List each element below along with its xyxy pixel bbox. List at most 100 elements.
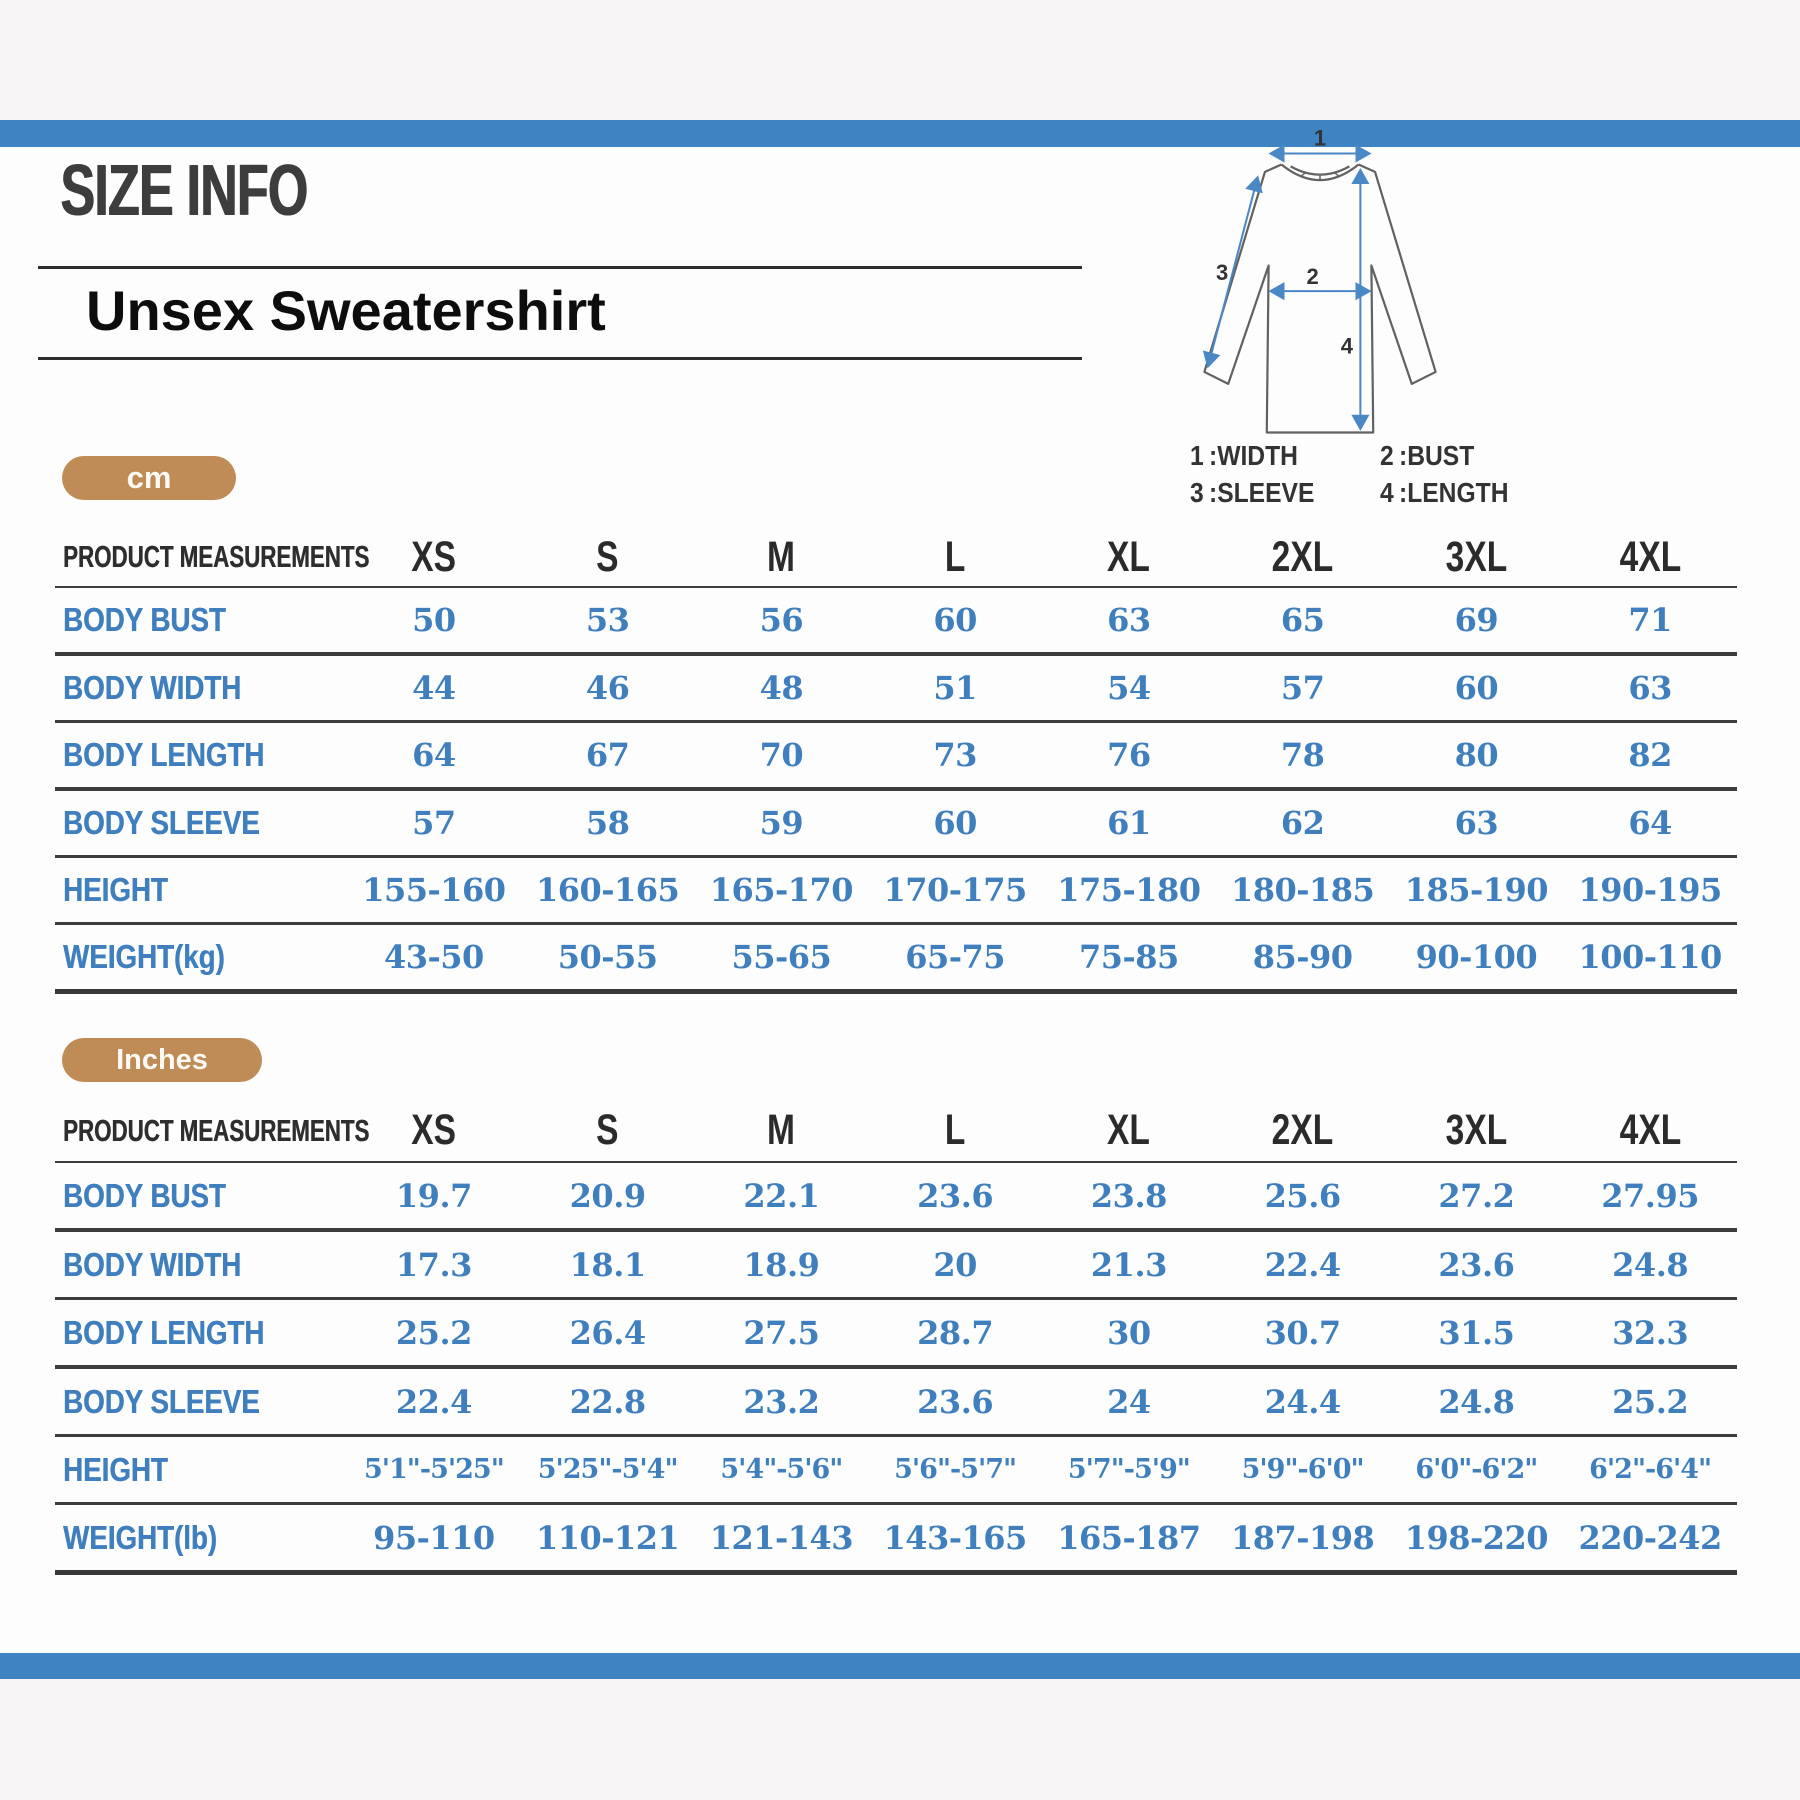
cell-value: 30.7 <box>1264 1313 1341 1352</box>
cell-value: 220-242 <box>1578 1518 1722 1557</box>
table-row: WEIGHT(kg) 43-50 50-55 55-65 65-75 75-85 85-90… <box>55 925 1737 994</box>
size-label: S <box>596 1106 619 1154</box>
size-label: XS <box>411 1106 457 1154</box>
product-name: Unsex Sweatershirt <box>86 279 606 342</box>
cell-value: 100-110 <box>1578 938 1722 976</box>
unit-badge-inches: Inches <box>62 1038 262 1082</box>
cell-value: 73 <box>933 736 977 774</box>
row-label-text: BODY LENGTH <box>63 1313 265 1351</box>
size-column-header: L <box>868 1106 1042 1155</box>
size-table-cm: PRODUCT MEASUREMENTS XS S M L XL 2XL 3XL 4XL BODY… <box>55 528 1737 994</box>
size-column-header: M <box>695 1106 869 1155</box>
cell-value: 54 <box>1107 669 1151 707</box>
cell-value: 24.4 <box>1264 1382 1341 1421</box>
cell-value: 24 <box>1107 1382 1151 1421</box>
bottom-accent-bar <box>0 1653 1800 1679</box>
cell-value: 155-160 <box>362 871 506 909</box>
cell-value: 121-143 <box>709 1518 854 1557</box>
cell-value: 180-185 <box>1230 871 1375 909</box>
size-column-header: XS <box>347 1106 521 1155</box>
table-row: BODY BUST 50 53 56 60 63 65 69 71 <box>55 588 1737 656</box>
cell-value: 53 <box>585 601 630 639</box>
cell-value: 20.9 <box>569 1176 646 1215</box>
cell-value: 75-85 <box>1078 938 1179 976</box>
marker-sleeve: 3 <box>1216 260 1228 285</box>
table-row: BODY WIDTH 17.3 18.1 18.9 20 21.3 22.4 23.6 24.8 <box>55 1232 1737 1300</box>
top-accent-bar <box>0 120 1800 147</box>
sweatshirt-outline <box>1203 163 1437 434</box>
row-label-text: BODY SLEEVE <box>63 1382 260 1420</box>
cell-value: 17.3 <box>395 1245 472 1284</box>
cell-value: 82 <box>1628 736 1672 774</box>
cell-value: 60 <box>933 601 977 639</box>
cell-value: 170-175 <box>883 871 1027 909</box>
row-label-cell: WEIGHT(lb) <box>55 1519 347 1557</box>
legend-item-width: 1:WIDTH <box>1190 440 1357 472</box>
cell-value: 80 <box>1454 736 1499 774</box>
size-label: M <box>767 532 796 581</box>
row-label-text: BODY WIDTH <box>63 1245 242 1283</box>
cell-value: 23.6 <box>917 1176 994 1215</box>
cell-value: 5'25"-5'4" <box>537 1454 679 1485</box>
cell-value: 30 <box>1107 1313 1151 1352</box>
product-name-block: Unsex Sweatershirt <box>38 266 1082 360</box>
cell-value: 69 <box>1454 601 1499 639</box>
legend-item-length: 4:LENGTH <box>1380 477 1508 509</box>
cell-value: 110-121 <box>535 1518 680 1557</box>
table-row: BODY WIDTH 44 46 48 51 54 57 60 63 <box>55 656 1737 723</box>
cell-value: 43-50 <box>383 938 484 976</box>
cell-value: 28.7 <box>917 1313 994 1352</box>
cell-value: 25.6 <box>1264 1176 1341 1215</box>
row-label-cell: BODY LENGTH <box>55 736 347 774</box>
cell-value: 5'1"-5'25" <box>363 1454 505 1485</box>
cell-value: 57 <box>412 804 456 842</box>
cell-value: 76 <box>1107 736 1151 774</box>
size-label: 3XL <box>1445 532 1508 581</box>
size-column-header: L <box>868 533 1042 582</box>
table-row: WEIGHT(lb) 95-110 110-121 121-143 143-165 165… <box>55 1505 1737 1575</box>
cell-value: 143-165 <box>883 1518 1027 1557</box>
cell-value: 60 <box>1454 669 1499 707</box>
cell-value: 56 <box>759 601 804 639</box>
size-label: L <box>944 1106 966 1154</box>
cell-value: 63 <box>1628 669 1672 707</box>
table-row: BODY LENGTH 25.2 26.4 27.5 28.7 30 30.7 31.5 32.… <box>55 1300 1737 1369</box>
cell-value: 190-195 <box>1578 871 1722 909</box>
size-label: 3XL <box>1445 1106 1508 1154</box>
cell-value: 5'6"-5'7" <box>894 1454 1017 1485</box>
cell-value: 23.8 <box>1090 1176 1167 1215</box>
marker-width: 1 <box>1314 126 1326 150</box>
legend-num: 3 <box>1190 477 1204 508</box>
cell-value: 175-180 <box>1057 871 1201 909</box>
size-table-header-row: PRODUCT MEASUREMENTS XS S M L XL 2XL 3XL 4XL <box>55 1100 1737 1163</box>
table-row: BODY BUST 19.7 20.9 22.1 23.6 23.8 25.6 27.2 27.… <box>55 1163 1737 1232</box>
row-label-cell: BODY BUST <box>55 601 347 639</box>
measurements-header-cell: PRODUCT MEASUREMENTS <box>55 539 369 575</box>
row-label-text: BODY WIDTH <box>63 669 242 706</box>
size-column-header: 3XL <box>1390 1106 1564 1155</box>
cell-value: 21.3 <box>1090 1245 1167 1284</box>
cell-value: 22.1 <box>743 1176 820 1215</box>
legend-num: 4 <box>1380 477 1394 508</box>
cell-value: 71 <box>1628 601 1672 639</box>
size-column-header: 2XL <box>1216 533 1390 582</box>
cell-value: 27.95 <box>1601 1176 1699 1215</box>
legend-item-sleeve: 3:SLEEVE <box>1190 477 1357 509</box>
cell-value: 6'0"-6'2" <box>1415 1454 1538 1485</box>
cell-value: 25.2 <box>1612 1382 1689 1421</box>
table-row: BODY LENGTH 64 67 70 73 76 78 80 82 <box>55 723 1737 791</box>
table-row: BODY SLEEVE 22.4 22.8 23.2 23.6 24 24.4 24.8 25.… <box>55 1369 1737 1437</box>
cell-value: 23.6 <box>917 1382 994 1421</box>
cell-value: 198-220 <box>1404 1518 1549 1557</box>
size-label: 2XL <box>1271 532 1334 581</box>
cell-value: 27.5 <box>743 1313 820 1352</box>
measurements-header-cell: PRODUCT MEASUREMENTS <box>55 1113 369 1149</box>
cell-value: 90-100 <box>1415 938 1538 976</box>
size-column-header: 3XL <box>1390 533 1564 582</box>
size-label: L <box>944 532 966 581</box>
diagram-legend: 1:WIDTH 2:BUST 3:SLEEVE 4:LENGTH <box>1190 440 1526 509</box>
measurements-header-text: PRODUCT MEASUREMENTS <box>63 539 370 574</box>
cell-value: 18.9 <box>743 1245 820 1284</box>
cell-value: 48 <box>759 669 804 707</box>
size-label: 4XL <box>1619 532 1681 581</box>
